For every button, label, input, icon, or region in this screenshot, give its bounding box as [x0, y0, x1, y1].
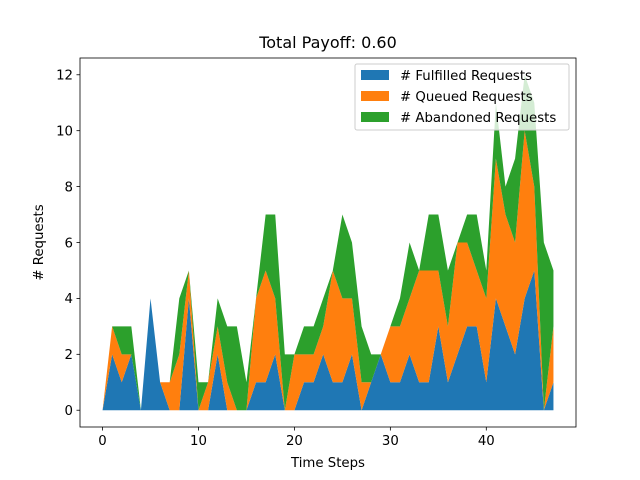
- y-tick-label: 4: [65, 292, 73, 307]
- y-tick-label: 12: [56, 69, 73, 84]
- y-tick-label: 6: [65, 236, 73, 251]
- area-series-1: [102, 270, 554, 411]
- y-tick-label: 2: [65, 348, 73, 363]
- x-axis-ticks: 0 10 20 30 40: [98, 427, 495, 449]
- legend-swatch: [361, 91, 389, 101]
- legend-box: [354, 63, 570, 131]
- legend-label: # Fulfilled Requests: [400, 69, 532, 84]
- legend-swatch: [361, 112, 389, 122]
- x-tick-label: 30: [382, 434, 399, 449]
- x-tick-label: 20: [286, 434, 303, 449]
- x-axis-label: Time Steps: [290, 456, 365, 471]
- y-tick-label: 10: [56, 124, 73, 139]
- chart-title: Total Payoff: 0.60: [258, 33, 397, 52]
- y-tick-label: 0: [65, 404, 73, 419]
- legend-label: # Abandoned Requests: [400, 111, 556, 126]
- area-series-group: [102, 74, 554, 411]
- x-tick-label: 40: [478, 434, 495, 449]
- y-axis-ticks: 0 2 4 6 8 10 12: [56, 69, 80, 419]
- area-series-2: [102, 130, 554, 411]
- legend-swatch: [361, 70, 389, 80]
- y-axis-label: # Requests: [32, 204, 47, 280]
- y-tick-label: 8: [65, 180, 73, 195]
- area-series-3: [102, 74, 554, 411]
- x-tick-label: 10: [190, 434, 207, 449]
- legend-label: # Queued Requests: [400, 90, 533, 105]
- legend: # Fulfilled Requests # Queued Requests # A…: [354, 63, 570, 131]
- x-tick-label: 0: [98, 434, 106, 449]
